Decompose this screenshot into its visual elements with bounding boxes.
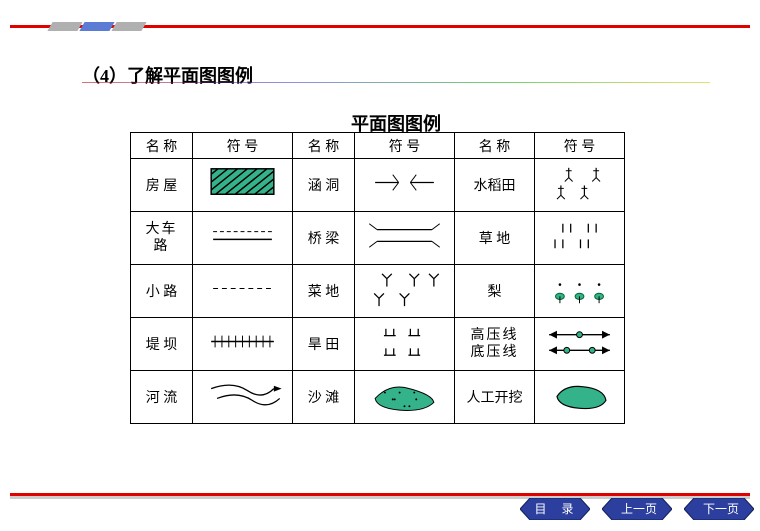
legend-symbol-cell — [355, 318, 455, 371]
legend-name-cell: 大车路 — [131, 212, 193, 265]
col-header-name: 名 称 — [455, 133, 535, 159]
legend-symbol-cell — [535, 159, 625, 212]
legend-name-cell: 沙 滩 — [293, 371, 355, 424]
legend-name-cell: 小 路 — [131, 265, 193, 318]
toc-button[interactable]: 目 录 — [520, 498, 590, 520]
prev-label: 上一页 — [617, 502, 657, 516]
legend-name-cell: 堤 坝 — [131, 318, 193, 371]
legend-symbol-cell — [355, 212, 455, 265]
top-accent-bar — [10, 22, 750, 30]
legend-name-cell: 河 流 — [131, 371, 193, 424]
legend-name-cell: 菜 地 — [293, 265, 355, 318]
legend-name-cell: 房 屋 — [131, 159, 193, 212]
next-button[interactable]: 下一页 — [684, 498, 754, 520]
legend-symbol-cell — [355, 265, 455, 318]
col-header-symbol: 符 号 — [535, 133, 625, 159]
legend-table: 名 称 符 号 名 称 符 号 名 称 符 号 房 屋 涵 洞 水稻田大车路 桥 梁… — [130, 132, 625, 424]
table-row: 大车路 桥 梁 草 地 — [131, 212, 625, 265]
col-header-symbol: 符 号 — [193, 133, 293, 159]
legend-name-cell: 桥 梁 — [293, 212, 355, 265]
section-heading: （4）了解平面图图例 — [82, 62, 710, 88]
legend-symbol-cell — [535, 265, 625, 318]
legend-symbol-cell — [193, 159, 293, 212]
legend-name-cell: 水稻田 — [455, 159, 535, 212]
legend-symbol-cell — [193, 371, 293, 424]
legend-symbol-cell — [193, 265, 293, 318]
title-underline — [82, 82, 710, 83]
table-row: 堤 坝 旱 田 高压线底压线 — [131, 318, 625, 371]
legend-symbol-cell — [535, 371, 625, 424]
legend-symbol-cell — [193, 318, 293, 371]
col-header-name: 名 称 — [293, 133, 355, 159]
legend-symbol-cell — [193, 212, 293, 265]
col-header-symbol: 符 号 — [355, 133, 455, 159]
bottom-accent-bar — [10, 493, 750, 496]
next-label: 下一页 — [699, 502, 739, 516]
legend-symbol-cell — [355, 159, 455, 212]
table-row: 小 路菜 地梨 — [131, 265, 625, 318]
legend-name-cell: 旱 田 — [293, 318, 355, 371]
prev-button[interactable]: 上一页 — [602, 498, 672, 520]
legend-symbol-cell — [535, 318, 625, 371]
col-header-name: 名 称 — [131, 133, 193, 159]
table-row: 房 屋 涵 洞 水稻田 — [131, 159, 625, 212]
legend-symbol-cell — [355, 371, 455, 424]
table-row: 河 流 沙 滩 人工开挖 — [131, 371, 625, 424]
legend-name-cell: 高压线底压线 — [455, 318, 535, 371]
table-header-row: 名 称 符 号 名 称 符 号 名 称 符 号 — [131, 133, 625, 159]
legend-name-cell: 梨 — [455, 265, 535, 318]
legend-name-cell: 人工开挖 — [455, 371, 535, 424]
legend-name-cell: 涵 洞 — [293, 159, 355, 212]
legend-symbol-cell — [535, 212, 625, 265]
legend-name-cell: 草 地 — [455, 212, 535, 265]
toc-label: 目 录 — [530, 502, 579, 516]
